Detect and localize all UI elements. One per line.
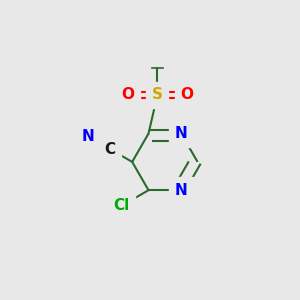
Text: N: N xyxy=(175,183,188,198)
Text: N: N xyxy=(175,126,188,141)
Text: C: C xyxy=(105,142,116,157)
Text: S: S xyxy=(152,87,163,102)
Text: O: O xyxy=(181,87,194,102)
Text: O: O xyxy=(121,87,134,102)
Text: Cl: Cl xyxy=(113,198,130,213)
Text: N: N xyxy=(82,129,95,144)
